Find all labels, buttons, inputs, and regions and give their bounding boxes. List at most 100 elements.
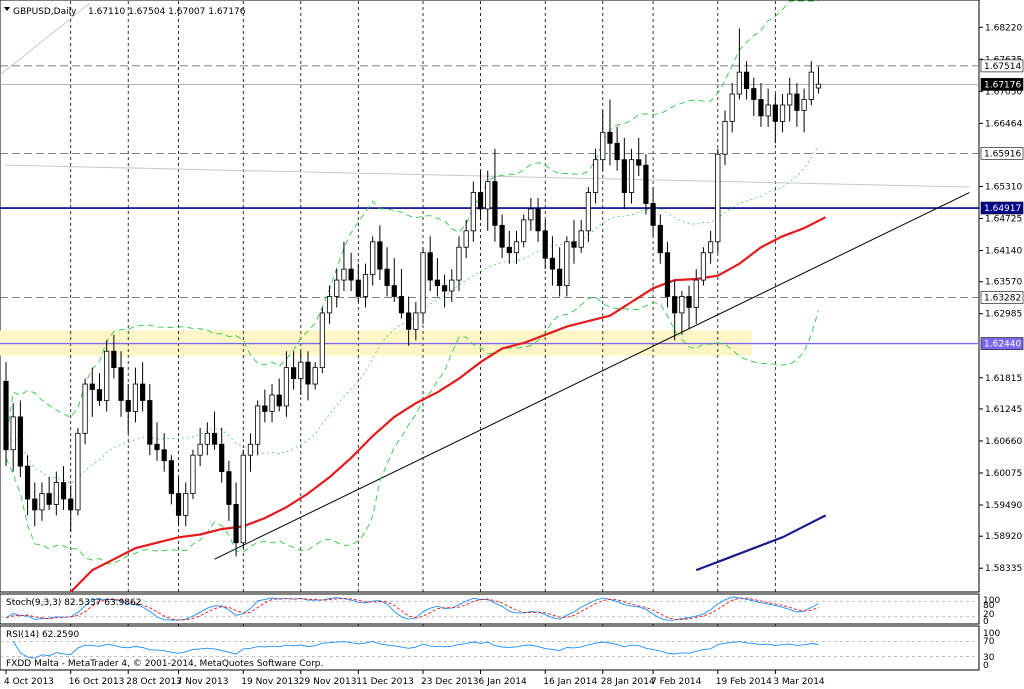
candle: [118, 351, 124, 417]
candle: [326, 285, 333, 324]
envelope-bands: [5, 0, 819, 565]
rsi-polyline: [12, 641, 819, 659]
price-tick-label: 1.64140: [985, 247, 1022, 257]
candle: [305, 351, 311, 401]
candle: [650, 187, 656, 237]
candle: [154, 422, 160, 461]
candle: [125, 384, 131, 434]
candle: [89, 367, 95, 417]
candle: [614, 126, 620, 171]
price-tick-label: 1.67050: [985, 87, 1022, 97]
price-tick-label: 1.62985: [985, 310, 1022, 320]
symbol-label: GBPUSD,Daily: [13, 7, 77, 17]
candle: [183, 482, 189, 527]
time-tick-label: 28 Jan 2014: [601, 677, 655, 687]
candle: [283, 351, 290, 417]
candle: [600, 110, 606, 171]
price-marker: 1.67176: [980, 78, 1024, 91]
candle: [535, 198, 541, 242]
candle: [197, 427, 203, 467]
candle: [24, 455, 31, 516]
candle: [161, 433, 167, 472]
candle: [377, 225, 383, 281]
candle: [571, 219, 577, 264]
candle: [319, 307, 325, 374]
stochastic-pane: Stoch(9,3,3) 82.5337 63.9862 100 80 20 0: [0, 593, 1000, 627]
time-tick-label: 3 Mar 2014: [773, 677, 825, 687]
candle: [621, 137, 627, 209]
candle: [492, 148, 498, 242]
candle: [60, 466, 67, 510]
dropdown-triangle-icon[interactable]: [4, 7, 10, 11]
moving-averages: [69, 216, 827, 593]
candle: [226, 460, 232, 521]
candle: [140, 362, 146, 412]
candle: [499, 214, 505, 259]
candle: [521, 214, 527, 248]
candle: [808, 61, 814, 105]
price-tick-label: 1.64725: [985, 215, 1022, 225]
candle: [420, 247, 426, 324]
moving-average-blue: [695, 514, 827, 572]
price-tick-label: 1.61245: [985, 405, 1022, 415]
candle: [607, 99, 613, 166]
candle: [564, 236, 570, 297]
time-tick-label: 11 Dec 2013: [356, 677, 414, 687]
candle: [765, 88, 771, 127]
candle: [449, 269, 455, 302]
candle: [413, 301, 419, 341]
price-marker-labels: 1.67514 1.67176 1.65916 1.64917 1.63282 1.624…: [980, 59, 1024, 350]
price-tick-label: 1.60660: [985, 437, 1022, 447]
price-marker-label: 1.62440: [984, 340, 1021, 350]
candle: [657, 214, 663, 264]
rsi-level-100: 100: [983, 629, 1000, 639]
price-tick-label: 1.66464: [985, 119, 1022, 129]
candle: [463, 219, 469, 259]
candle: [111, 334, 117, 379]
candle: [255, 400, 261, 456]
candle: [513, 230, 520, 264]
candle: [456, 236, 462, 292]
price-marker-label: 1.63282: [984, 293, 1021, 303]
candle: [384, 247, 390, 297]
candle: [715, 148, 721, 253]
candle: [758, 83, 764, 127]
candle: [549, 236, 556, 286]
candle: [772, 94, 778, 144]
candle: [643, 154, 649, 215]
candle: [686, 285, 692, 330]
moving-average-red: [69, 216, 827, 593]
time-tick-label: 19 Nov 2013: [241, 677, 299, 687]
candle: [636, 137, 642, 177]
candle: [247, 433, 254, 472]
candle: [592, 148, 599, 204]
main-price-pane: GBPUSD,Daily 1.67110 1.67504 1.67007 1.6…: [0, 0, 980, 670]
time-tick-label: 4 Oct 2013: [4, 677, 54, 687]
price-tick-label: 1.58920: [985, 532, 1022, 542]
band-upper: [5, 0, 819, 442]
candle: [75, 427, 81, 516]
price-tick-label: 1.65310: [985, 183, 1022, 193]
candle: [578, 219, 584, 253]
candle: [693, 269, 699, 324]
time-tick-label: 16 Jan 2014: [543, 677, 597, 687]
stoch-level-100: 100: [983, 596, 1000, 606]
candle: [370, 236, 376, 286]
candle: [542, 219, 548, 270]
price-tick-label: 1.60075: [985, 469, 1022, 479]
candle: [362, 263, 369, 308]
time-tick-label: 28 Oct 2013: [126, 677, 182, 687]
candle: [779, 94, 786, 133]
time-tick-label: 23 Dec 2013: [421, 677, 479, 687]
candle: [794, 83, 800, 127]
price-marker-label: 1.65916: [984, 149, 1021, 159]
rsi-level-30: 30: [983, 653, 995, 663]
time-tick-label: 7 Feb 2014: [651, 677, 702, 687]
candle: [427, 236, 433, 292]
candle: [3, 362, 9, 467]
candle: [290, 351, 297, 390]
price-marker: 1.63282: [980, 291, 1024, 304]
candle: [801, 88, 807, 133]
